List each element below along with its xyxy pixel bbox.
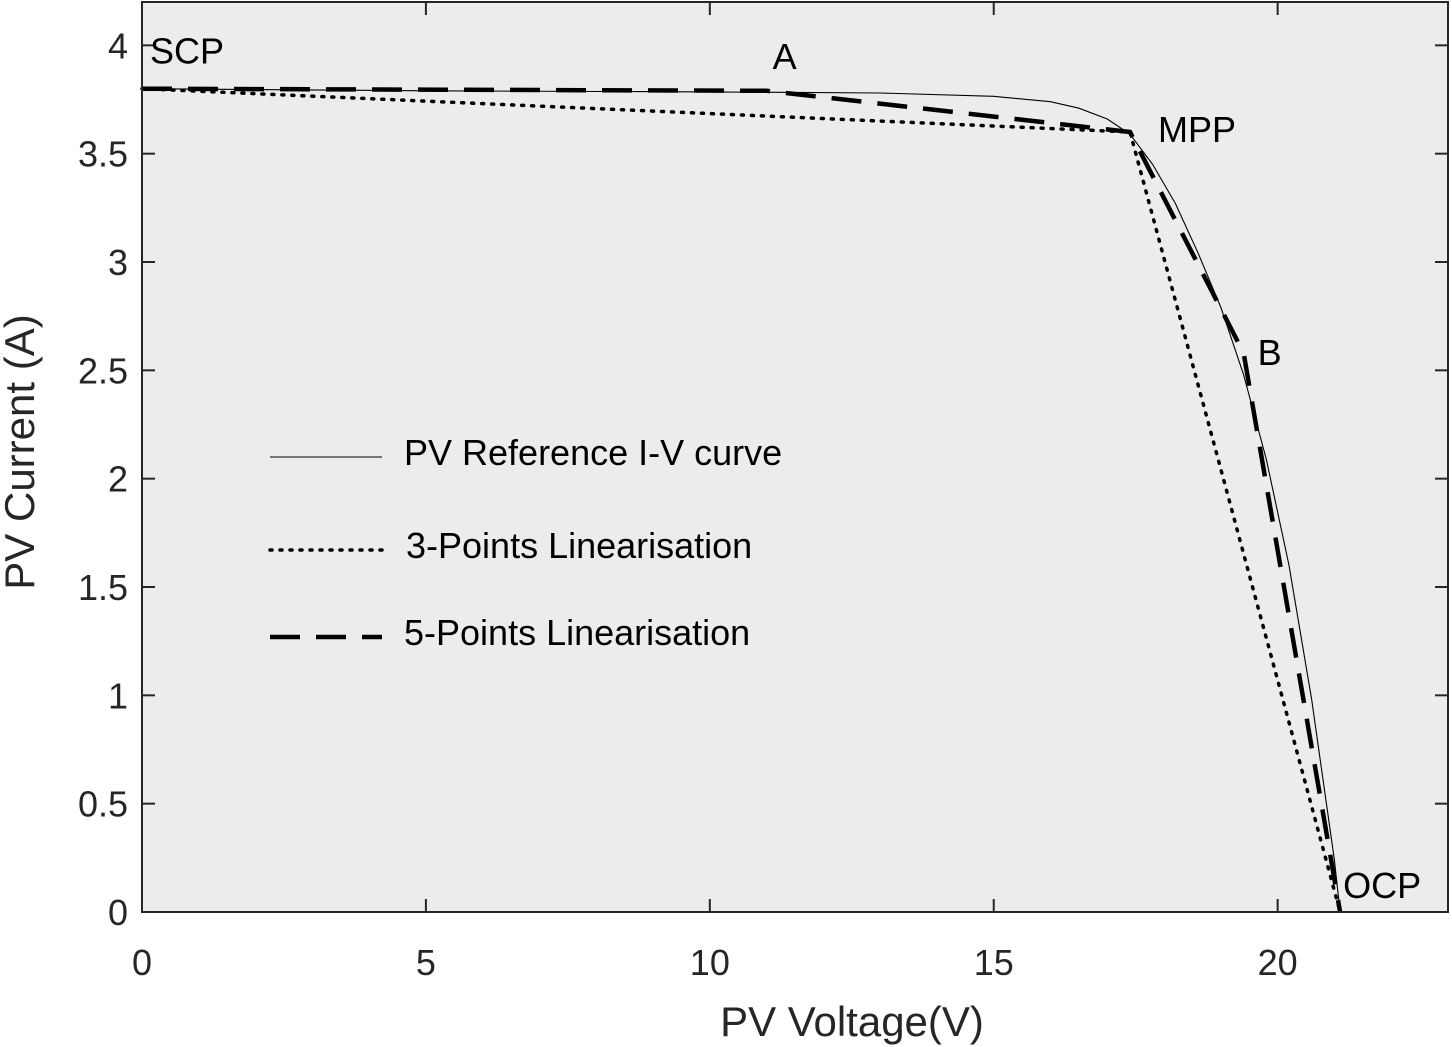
y-tick-label: 2.5 [78, 350, 128, 391]
axes-layer [141, 1, 1449, 913]
annotations-layer: SCP A MPP B OCP [150, 31, 1421, 906]
y-tick-label: 3 [108, 242, 128, 283]
y-tick-label: 0 [108, 892, 128, 933]
legend: PV Reference I-V curve 3-Points Linearisa… [268, 432, 782, 653]
y-tick-label: 4 [108, 25, 128, 66]
y-tick-label: 1.5 [78, 567, 128, 608]
axes-box [141, 1, 1449, 913]
x-tick-label: 0 [132, 942, 152, 983]
y-axis-title: PV Current (A) [0, 314, 43, 589]
y-tick-label: 3.5 [78, 134, 128, 175]
x-tick-label: 10 [690, 942, 730, 983]
series-layer [140, 86, 1343, 914]
annotation-a: A [773, 36, 797, 77]
x-tick-label: 15 [974, 942, 1014, 983]
ticks-layer: 0 5 10 15 20 0 0.5 1 1.5 2 2.5 3 3.5 4 [78, 2, 1448, 983]
x-tick-label: 5 [416, 942, 436, 983]
legend-label-1: PV Reference I-V curve [404, 432, 782, 473]
y-tick-label: 1 [108, 675, 128, 716]
annotation-mpp: MPP [1158, 109, 1236, 150]
x-axis-title: PV Voltage(V) [720, 998, 984, 1045]
annotation-b: B [1258, 332, 1282, 373]
x-tick-label: 20 [1258, 942, 1298, 983]
y-tick-label: 0.5 [78, 784, 128, 825]
y-tick-label: 2 [108, 459, 128, 500]
legend-label-2: 3-Points Linearisation [406, 525, 752, 566]
annotation-scp: SCP [150, 31, 224, 72]
annotation-ocp: OCP [1343, 865, 1421, 906]
legend-label-3: 5-Points Linearisation [404, 612, 750, 653]
series-line-1 [141, 88, 1341, 913]
series-line-3 [141, 86, 1343, 913]
